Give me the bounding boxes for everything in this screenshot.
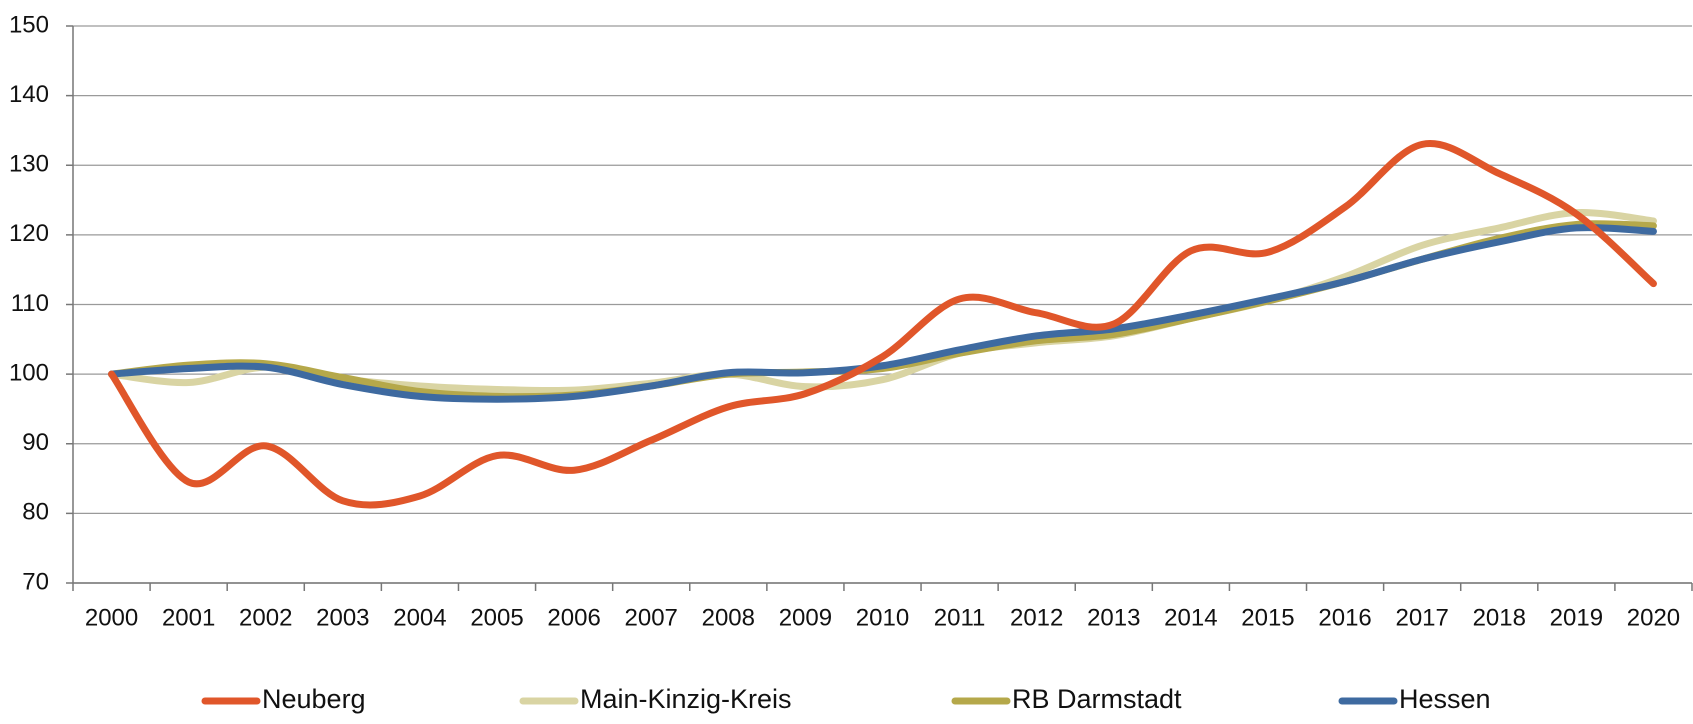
line <box>108 220 1657 401</box>
y-tick-label: 120 <box>9 220 49 247</box>
x-tick-label: 2012 <box>1010 604 1063 631</box>
line <box>108 224 1657 403</box>
x-tick-label: 2006 <box>547 604 600 631</box>
x-tick-label: 2009 <box>779 604 832 631</box>
line <box>108 140 1657 509</box>
y-tick-label: 150 <box>9 11 49 38</box>
x-tick-label: 2015 <box>1241 604 1294 631</box>
y-tick-label: 110 <box>11 290 49 317</box>
x-tick-label: 2010 <box>856 604 909 631</box>
legend-label: Hessen <box>1399 684 1491 714</box>
x-tick-label: 2005 <box>470 604 523 631</box>
legend-label: Main-Kinzig-Kreis <box>580 684 792 714</box>
x-tick-label: 2016 <box>1318 604 1371 631</box>
x-tick-label: 2000 <box>85 604 138 631</box>
x-tick-label: 2014 <box>1164 604 1217 631</box>
x-tick-label: 2017 <box>1395 604 1448 631</box>
x-tick-label: 2011 <box>934 604 986 631</box>
y-tick-label: 100 <box>9 359 49 386</box>
x-tick-label: 2013 <box>1087 604 1140 631</box>
x-tick-label: 2001 <box>162 604 215 631</box>
legend-label: Neuberg <box>262 684 366 714</box>
x-tick-label: 2008 <box>702 604 755 631</box>
x-tick-label: 2004 <box>393 604 446 631</box>
legend-label: RB Darmstadt <box>1012 684 1182 714</box>
x-tick-label: 2020 <box>1627 604 1680 631</box>
x-tick-label: 2003 <box>316 604 369 631</box>
y-tick-label: 140 <box>9 81 49 108</box>
x-tick-label: 2002 <box>239 604 292 631</box>
x-tick-label: 2007 <box>625 604 678 631</box>
x-tick-label: 2019 <box>1550 604 1603 631</box>
y-tick-label: 70 <box>22 568 49 595</box>
x-tick-label: 2018 <box>1473 604 1526 631</box>
y-tick-label: 130 <box>9 151 49 178</box>
y-tick-label: 80 <box>22 499 49 526</box>
y-tick-label: 90 <box>22 429 49 456</box>
